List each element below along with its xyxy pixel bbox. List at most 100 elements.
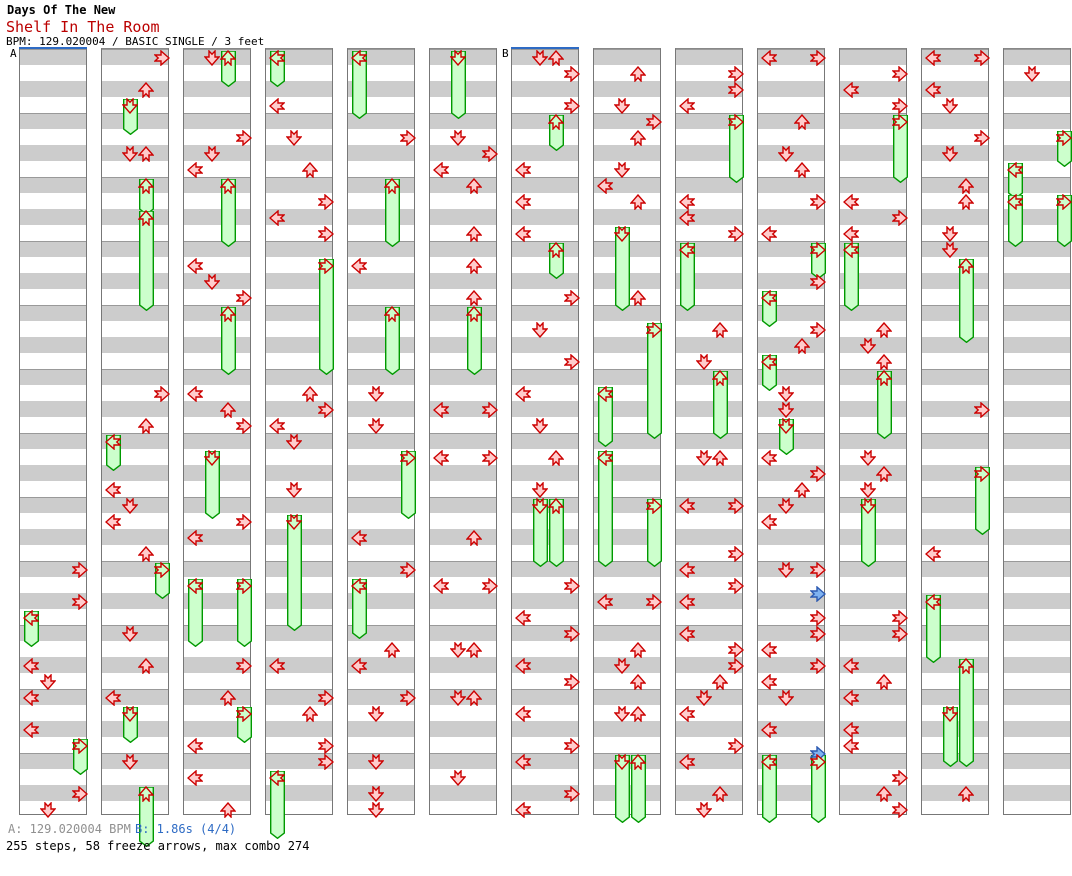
freeze-hold-bar <box>532 499 548 567</box>
step-arrow-up-icon <box>138 146 154 162</box>
step-arrow-left-icon <box>269 98 285 114</box>
step-arrow-right-icon <box>564 98 580 114</box>
freeze-hold-bar <box>220 307 236 375</box>
step-arrow-down-icon <box>368 418 384 434</box>
step-arrow-right-icon <box>318 690 334 706</box>
step-arrow-left-icon <box>843 658 859 674</box>
step-arrow-down-icon <box>204 146 220 162</box>
step-arrow-right-icon <box>810 626 826 642</box>
step-arrow-left-icon <box>187 386 203 402</box>
step-arrow-right-icon <box>236 130 252 146</box>
step-arrow-right-icon <box>318 754 334 770</box>
freeze-hold-bar <box>925 595 941 663</box>
step-arrow-left-icon <box>515 706 531 722</box>
step-arrow-right-icon <box>72 786 88 802</box>
chart-column-3 <box>183 48 252 818</box>
step-arrow-left-icon <box>925 546 941 562</box>
step-arrow-right-icon <box>400 690 416 706</box>
step-arrow-down-icon <box>532 50 548 66</box>
freeze-hold-bar <box>974 467 990 535</box>
step-arrow-right-icon <box>318 194 334 210</box>
step-arrow-right-icon <box>728 578 744 594</box>
segment-marker-line-b <box>511 47 579 49</box>
step-arrow-up-icon <box>876 786 892 802</box>
step-arrow-up-icon <box>876 354 892 370</box>
step-arrow-right-icon <box>236 514 252 530</box>
step-arrow-right-icon <box>892 770 908 786</box>
segment-a-bpm-label: A: 129.020004 BPM <box>8 822 131 836</box>
step-arrow-left-icon <box>843 722 859 738</box>
step-arrow-right-icon <box>236 418 252 434</box>
step-arrow-right-icon <box>236 290 252 306</box>
chart-column-10 <box>757 48 826 823</box>
step-arrow-left-icon <box>515 226 531 242</box>
freeze-step-arrow-up-icon <box>384 306 400 322</box>
freeze-hold-bar <box>187 579 203 647</box>
step-arrow-down-icon <box>122 498 138 514</box>
step-arrow-right-icon <box>974 130 990 146</box>
step-arrow-down-icon <box>860 450 876 466</box>
step-arrow-right-icon <box>482 146 498 162</box>
step-arrow-right-icon <box>810 562 826 578</box>
step-arrow-down-icon <box>696 450 712 466</box>
step-arrow-down-icon <box>122 626 138 642</box>
freeze-step-arrow-right-icon <box>400 450 416 466</box>
step-arrow-down-icon <box>778 498 794 514</box>
step-arrow-down-icon <box>860 482 876 498</box>
step-arrow-up-icon <box>302 386 318 402</box>
step-arrow-left-icon <box>597 594 613 610</box>
step-arrow-right-icon <box>564 674 580 690</box>
step-arrow-left-icon <box>679 626 695 642</box>
step-arrow-up-icon <box>302 162 318 178</box>
freeze-step-arrow-left-icon <box>761 354 777 370</box>
step-arrow-up-icon <box>466 226 482 242</box>
freeze-step-arrow-up-icon <box>220 50 236 66</box>
freeze-step-arrow-left-icon <box>925 594 941 610</box>
step-arrow-up-icon <box>630 66 646 82</box>
segment-marker-line-a <box>19 47 87 49</box>
chart-column-6 <box>429 48 498 815</box>
freeze-step-arrow-up-icon <box>138 786 154 802</box>
step-arrow-up-icon <box>138 658 154 674</box>
step-arrow-left-icon <box>843 226 859 242</box>
freeze-step-arrow-up-icon <box>630 754 646 770</box>
step-arrow-left-icon <box>515 162 531 178</box>
step-arrow-down-icon <box>532 418 548 434</box>
step-arrow-left-icon <box>761 50 777 66</box>
step-arrow-down-icon <box>942 146 958 162</box>
freeze-hold-bar <box>876 371 892 439</box>
step-arrow-up-icon <box>630 642 646 658</box>
step-arrow-left-icon <box>433 450 449 466</box>
freeze-step-arrow-left-icon <box>761 290 777 306</box>
step-arrow-left-icon <box>925 82 941 98</box>
step-arrow-up-icon <box>958 786 974 802</box>
step-arrow-down-icon <box>368 386 384 402</box>
step-arrow-left-icon <box>925 50 941 66</box>
step-arrow-down-icon <box>368 786 384 802</box>
step-arrow-left-icon <box>23 722 39 738</box>
step-arrow-down-icon <box>532 482 548 498</box>
freeze-hold-bar <box>761 755 777 823</box>
step-arrow-left-icon <box>433 402 449 418</box>
step-arrow-down-icon <box>450 130 466 146</box>
step-arrow-up-icon <box>466 178 482 194</box>
freeze-step-arrow-right-icon <box>236 578 252 594</box>
freeze-step-arrow-right-icon <box>810 242 826 258</box>
step-arrow-left-icon <box>187 738 203 754</box>
step-arrow-left-icon <box>23 658 39 674</box>
freeze-hold-bar <box>400 451 416 519</box>
chart-column-4 <box>265 48 334 839</box>
step-arrow-up-icon <box>466 690 482 706</box>
step-arrow-right-icon <box>728 498 744 514</box>
step-arrow-right-icon <box>236 658 252 674</box>
freeze-hold-bar <box>679 243 695 311</box>
freeze-hold-bar <box>351 579 367 639</box>
step-arrow-down-icon <box>532 322 548 338</box>
freeze-step-arrow-right-icon <box>646 322 662 338</box>
step-arrow-right-icon <box>728 82 744 98</box>
step-arrow-right-icon <box>564 66 580 82</box>
step-arrow-right-icon <box>72 594 88 610</box>
freeze-step-arrow-right-icon <box>974 466 990 482</box>
freeze-step-arrow-up-icon <box>138 210 154 226</box>
